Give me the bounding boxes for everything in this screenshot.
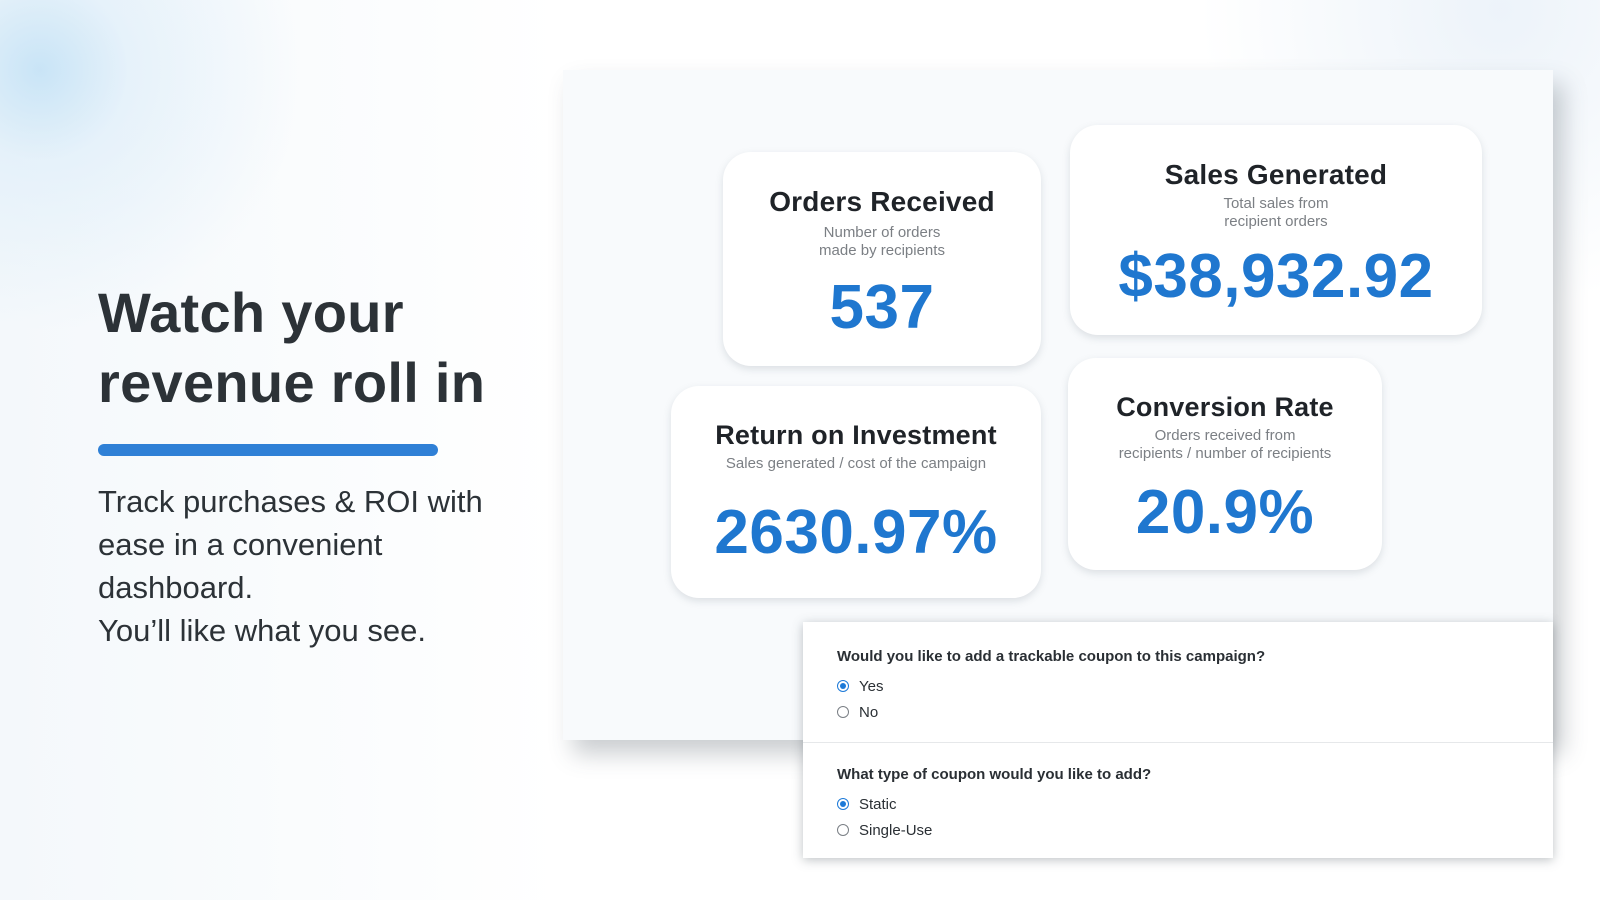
- hero-subcopy: Track purchases & ROI with ease in a con…: [98, 480, 538, 652]
- radio-label: No: [859, 703, 879, 721]
- card-title: Orders Received: [769, 186, 995, 217]
- card-description-line: Total sales from: [1223, 195, 1329, 212]
- orders-received-card: Orders Received Number of orders made by…: [723, 152, 1041, 366]
- conversion-value: 20.9%: [1135, 478, 1315, 547]
- radio-unselected-icon[interactable]: [837, 824, 849, 836]
- orders-value: 537: [829, 273, 935, 342]
- hero-subcopy-line: dashboard.: [98, 570, 254, 605]
- radio-selected-icon[interactable]: [837, 680, 849, 692]
- sales-value: $38,932.92: [1118, 242, 1434, 311]
- question-label: What type of coupon would you like to ad…: [837, 766, 1152, 783]
- hero-headline-line: Watch your: [98, 281, 404, 344]
- card-description: Number of orders made by recipients: [723, 224, 1041, 260]
- hero-subcopy-line: Track purchases & ROI with: [98, 484, 483, 519]
- hero-headline-line: revenue roll in: [98, 351, 486, 414]
- coupon-form: Would you like to add a trackable coupon…: [803, 622, 1553, 858]
- card-description-line: Orders received from: [1154, 427, 1296, 444]
- card-description-line: Number of orders: [823, 224, 941, 241]
- conversion-rate-card: Conversion Rate Orders received from rec…: [1068, 358, 1382, 570]
- radio-option-static[interactable]: Static: [837, 791, 1151, 817]
- card-description: Total sales from recipient orders: [1070, 195, 1482, 231]
- card-title: Sales Generated: [1164, 159, 1388, 190]
- radio-selected-icon[interactable]: [837, 798, 849, 810]
- radio-option-no[interactable]: No: [837, 699, 1265, 725]
- hero-subcopy-line: You’ll like what you see.: [98, 613, 426, 648]
- card-description-line: Sales generated / cost of the campaign: [725, 455, 987, 472]
- radio-label: Yes: [859, 677, 884, 695]
- sales-generated-card: Sales Generated Total sales from recipie…: [1070, 125, 1482, 335]
- card-description-line: recipient orders: [1224, 213, 1328, 230]
- radio-option-single-use[interactable]: Single-Use: [837, 817, 1151, 843]
- coupon-type-section: What type of coupon would you like to ad…: [837, 766, 1151, 843]
- roi-value: 2630.97%: [714, 498, 998, 567]
- card-description-line: made by recipients: [819, 242, 945, 259]
- radio-label: Single-Use: [859, 821, 933, 839]
- card-description-line: recipients / number of recipients: [1118, 445, 1332, 462]
- accent-underline: [98, 444, 438, 456]
- radio-label: Static: [859, 795, 897, 813]
- card-description: Sales generated / cost of the campaign: [671, 455, 1041, 473]
- card-description: Orders received from recipients / number…: [1068, 427, 1382, 463]
- radio-unselected-icon[interactable]: [837, 706, 849, 718]
- hero-subcopy-line: ease in a convenient: [98, 527, 383, 562]
- card-title: Conversion Rate: [1116, 392, 1334, 422]
- section-divider: [803, 742, 1553, 743]
- radio-option-yes[interactable]: Yes: [837, 673, 1265, 699]
- card-title: Return on Investment: [715, 420, 997, 450]
- question-label: Would you like to add a trackable coupon…: [837, 648, 1266, 665]
- return-on-investment-card: Return on Investment Sales generated / c…: [671, 386, 1041, 598]
- hero-headline: Watch your revenue roll in: [98, 278, 538, 418]
- coupon-toggle-section: Would you like to add a trackable coupon…: [837, 648, 1265, 725]
